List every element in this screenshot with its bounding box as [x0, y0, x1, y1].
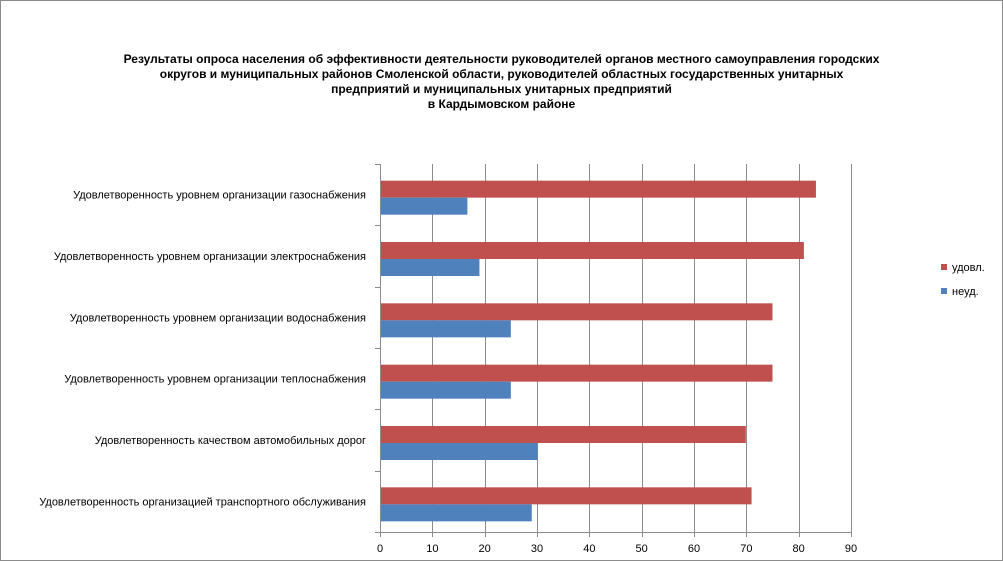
bar-удовл.	[380, 364, 773, 382]
category-label: Удовлетворенность уровнем организации эл…	[54, 251, 366, 263]
category-label: Удовлетворенность уровнем организации во…	[70, 312, 366, 324]
x-tick-label: 30	[531, 543, 543, 555]
category-label: Удовлетворенность качеством автомобильны…	[95, 435, 366, 447]
bar-неуд.	[380, 443, 538, 460]
legend-label: неуд.	[952, 286, 979, 298]
category-label: Удовлетворенность уровнем организации те…	[64, 374, 366, 386]
x-tick-label: 0	[377, 543, 383, 555]
bar-неуд.	[380, 504, 532, 522]
bar-удовл.	[380, 303, 773, 321]
x-tick-label: 60	[688, 543, 700, 555]
x-tick-label: 10	[426, 543, 438, 555]
chart-title-line-3: предприятий и муниципальных унитарных пр…	[331, 82, 672, 96]
bar-удовл.	[380, 426, 746, 443]
bar-удовл.	[380, 487, 752, 505]
x-tick-label: 70	[740, 543, 752, 555]
bar-удовл.	[380, 242, 804, 259]
bar-неуд.	[380, 259, 480, 276]
x-tick-label: 40	[583, 543, 595, 555]
x-tick-label: 90	[845, 543, 857, 555]
chart-title-line-2: округов и муниципальных районов Смоленск…	[159, 67, 844, 81]
x-tick-label: 20	[479, 543, 491, 555]
x-tick-label: 80	[793, 543, 805, 555]
chart-title: Результаты опроса населения об эффективн…	[0, 52, 1003, 112]
bar-удовл.	[380, 180, 816, 198]
category-label: Удовлетворенность организацией транспорт…	[39, 496, 366, 508]
x-tick-label: 50	[636, 543, 648, 555]
chart-title-line-4: в Кардымовском районе	[427, 97, 576, 111]
legend-label: удовл.	[952, 262, 985, 274]
bar-неуд.	[380, 320, 511, 338]
bar-неуд.	[380, 197, 468, 215]
chart-title-line-1: Результаты опроса населения об эффективн…	[123, 52, 880, 66]
category-label: Удовлетворенность уровнем организации га…	[73, 190, 366, 202]
bar-неуд.	[380, 381, 511, 399]
legend-swatch-неуд.	[941, 288, 947, 294]
legend-swatch-удовл.	[941, 264, 947, 270]
